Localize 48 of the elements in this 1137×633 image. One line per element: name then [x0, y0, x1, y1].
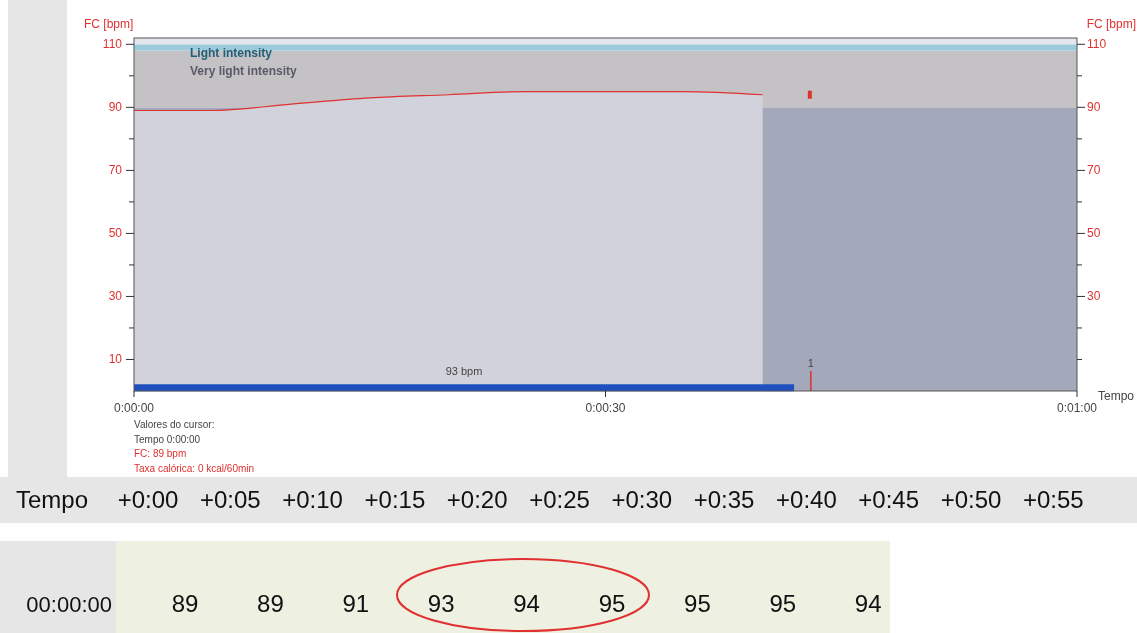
text: +0:15: [364, 486, 426, 513]
text: 89: [171, 590, 199, 617]
text: +0:25: [529, 486, 590, 513]
y2-tick-label: 30: [1087, 289, 1101, 304]
annotation: 1: [807, 357, 814, 369]
y-tick-label: 110: [102, 37, 123, 52]
text: 94: [513, 590, 540, 617]
text: +0:05: [199, 486, 261, 513]
text: 95: [598, 590, 626, 617]
text: 94: [854, 590, 882, 617]
text: Taxa calórica: 0 kcal/60min: [134, 462, 255, 474]
text: Tempo 0:00:00: [134, 433, 201, 445]
text: +0:40: [776, 486, 837, 513]
text: 95: [684, 590, 711, 617]
y-tick-label: 50: [108, 226, 123, 241]
y2-tick-label: 50: [1087, 226, 1101, 241]
band-label: Very light intensity: [190, 63, 298, 78]
y2-tick-label: 70: [1087, 163, 1101, 178]
text: +0:30: [611, 486, 673, 513]
annotation: 93 bpm: [445, 365, 483, 377]
y-axis-title: FC [bpm]: [84, 17, 134, 31]
text: Valores do cursor:: [134, 419, 215, 430]
text: Tempo: [15, 486, 89, 513]
y-tick-label: 30: [108, 289, 123, 304]
text: +0:45: [858, 486, 920, 513]
x-axis-title: Tempo: [1098, 389, 1135, 403]
x-tick-label: 0:00:00: [113, 401, 155, 415]
y-tick-label: 90: [108, 100, 123, 115]
text: 00:00:00: [26, 592, 112, 617]
text: 93: [427, 590, 455, 617]
text: +0:10: [282, 486, 343, 513]
y2-tick-label: 90: [1087, 100, 1101, 115]
text: +0:20: [446, 486, 508, 513]
text: +0:00: [117, 486, 179, 513]
text: +0:55: [1022, 486, 1084, 513]
y2-axis-title: FC [bpm]: [1086, 17, 1136, 31]
x-tick-label: 0:00:30: [585, 401, 626, 415]
y2-tick-label: 110: [1087, 37, 1107, 52]
text: 91: [342, 590, 370, 617]
y-tick-label: 70: [108, 163, 123, 178]
y-tick-label: 10: [108, 352, 123, 367]
text: FC: 89 bpm: [134, 448, 187, 459]
text: +0:50: [940, 486, 1002, 513]
text: 95: [769, 590, 797, 617]
band-label: Light intensity: [190, 45, 273, 60]
x-tick-label: 0:01:00: [1056, 401, 1098, 415]
text: +0:35: [693, 486, 755, 513]
text: 89: [257, 590, 284, 617]
